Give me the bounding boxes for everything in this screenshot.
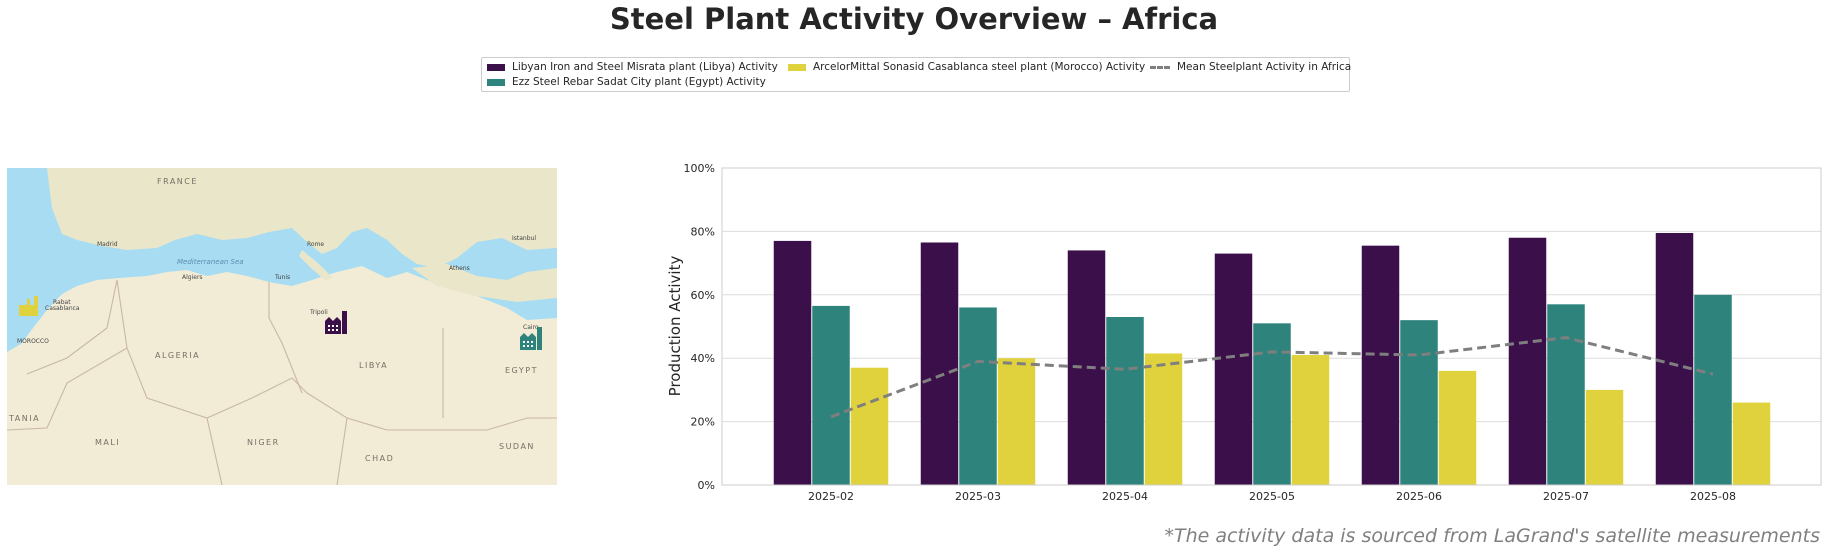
- y-tick-label: 100%: [684, 162, 715, 175]
- mean-line: [830, 336, 1714, 419]
- x-tick-label: 2025-04: [1102, 490, 1148, 503]
- map-label-chad: CHAD: [365, 454, 394, 463]
- bar: [1438, 370, 1477, 485]
- bar: [1144, 353, 1183, 485]
- factory-icon-egypt: [520, 327, 542, 350]
- bar: [850, 367, 889, 485]
- legend-swatch-morocco: [788, 63, 806, 71]
- x-tick-label: 2025-08: [1690, 490, 1736, 503]
- bar: [1547, 304, 1585, 485]
- bar: [1291, 355, 1330, 485]
- legend-label-mean: Mean Steelplant Activity in Africa: [1177, 61, 1352, 73]
- map-turkey: [412, 264, 557, 302]
- bar: [773, 240, 812, 485]
- factory-icon-morocco: [19, 296, 38, 316]
- x-tick-label: 2025-05: [1249, 490, 1295, 503]
- factory-icon-libya: [325, 311, 347, 334]
- legend-item-morocco: ArcelorMittal Sonasid Casablanca steel p…: [788, 61, 1145, 73]
- bar: [997, 358, 1036, 485]
- map-label-rabat: Rabat: [53, 299, 71, 306]
- plant-location-map: FRANCE ALGERIA LIBYA EGYPT MALI NIGER CH…: [7, 168, 557, 485]
- y-tick-label: 40%: [691, 352, 715, 365]
- map-label-libya: LIBYA: [359, 361, 388, 370]
- legend-item-libya: Libyan Iron and Steel Misrata plant (Lib…: [487, 61, 778, 73]
- axis-ticks: 0% 20% 40% 60% 80% 100% 2025-02 2025-03 2025-04 2…: [684, 162, 1736, 503]
- map-label-tunis: Tunis: [274, 274, 290, 281]
- map-label-istanbul: Istanbul: [512, 235, 536, 242]
- mean-activity-line: [830, 336, 1714, 419]
- y-tick-label: 0%: [698, 479, 715, 492]
- map-label-rome: Rome: [307, 241, 324, 248]
- map-label-egypt: EGYPT: [505, 366, 538, 375]
- legend-swatch-egypt: [487, 78, 505, 86]
- map-label-niger: NIGER: [247, 438, 280, 447]
- chart-legend: Libyan Iron and Steel Misrata plant (Lib…: [481, 57, 1351, 92]
- map-label-algiers: Algiers: [182, 274, 203, 281]
- map-label-cairo: Cairo: [523, 324, 539, 331]
- page-title: Steel Plant Activity Overview – Africa: [609, 2, 1219, 36]
- legend-item-egypt: Ezz Steel Rebar Sadat City plant (Egypt)…: [487, 76, 766, 88]
- y-tick-label: 80%: [691, 225, 715, 238]
- map-europe: [47, 168, 557, 268]
- bars: [773, 232, 1771, 485]
- map-label-morocco: MOROCCO: [17, 338, 49, 345]
- bar: [1585, 389, 1624, 485]
- bar: [1361, 245, 1400, 485]
- x-tick-label: 2025-03: [955, 490, 1001, 503]
- y-tick-label: 20%: [691, 416, 715, 429]
- map-label-algeria: ALGERIA: [155, 351, 200, 360]
- x-tick-label: 2025-02: [808, 490, 854, 503]
- map-label-sudan: SUDAN: [499, 442, 535, 451]
- bar: [1655, 232, 1694, 485]
- legend-line-mean: [1150, 65, 1170, 69]
- bar: [920, 242, 959, 485]
- legend-label-libya: Libyan Iron and Steel Misrata plant (Lib…: [512, 61, 778, 73]
- bar: [1106, 316, 1144, 485]
- x-tick-label: 2025-06: [1396, 490, 1442, 503]
- legend-label-egypt: Ezz Steel Rebar Sadat City plant (Egypt)…: [512, 76, 766, 88]
- map-label-mali: MALI: [95, 438, 120, 447]
- bar: [812, 305, 850, 485]
- bar: [1400, 320, 1438, 485]
- map-label-madrid: Madrid: [97, 241, 118, 248]
- map-label-mediterranean: Mediterranean Sea: [177, 258, 244, 266]
- map-label-france: FRANCE: [157, 177, 198, 186]
- map-label-casablanca: Casablanca: [45, 305, 80, 312]
- bar: [1214, 253, 1253, 485]
- x-tick-label: 2025-07: [1543, 490, 1589, 503]
- map-svg: FRANCE ALGERIA LIBYA EGYPT MALI NIGER CH…: [7, 168, 557, 485]
- bar: [1694, 294, 1732, 485]
- bar: [959, 307, 997, 485]
- legend-item-mean: Mean Steelplant Activity in Africa: [1150, 61, 1351, 73]
- bar: [1508, 237, 1547, 485]
- bar: [1732, 402, 1771, 485]
- map-label-athens: Athens: [449, 265, 470, 272]
- y-tick-label: 60%: [691, 289, 715, 302]
- legend-label-morocco: ArcelorMittal Sonasid Casablanca steel p…: [813, 61, 1146, 73]
- plot-frame: [721, 167, 1822, 486]
- bar: [1253, 323, 1291, 485]
- y-axis-label: Production Activity: [666, 256, 684, 397]
- map-italy: [299, 250, 333, 280]
- map-label-tripoli: Tripoli: [309, 309, 328, 316]
- map-label-mauritania: TANIA: [8, 414, 40, 423]
- source-footnote: *The activity data is sourced from LaGra…: [1164, 525, 1820, 547]
- map-borders: [7, 279, 557, 485]
- legend-swatch-libya: [487, 63, 505, 71]
